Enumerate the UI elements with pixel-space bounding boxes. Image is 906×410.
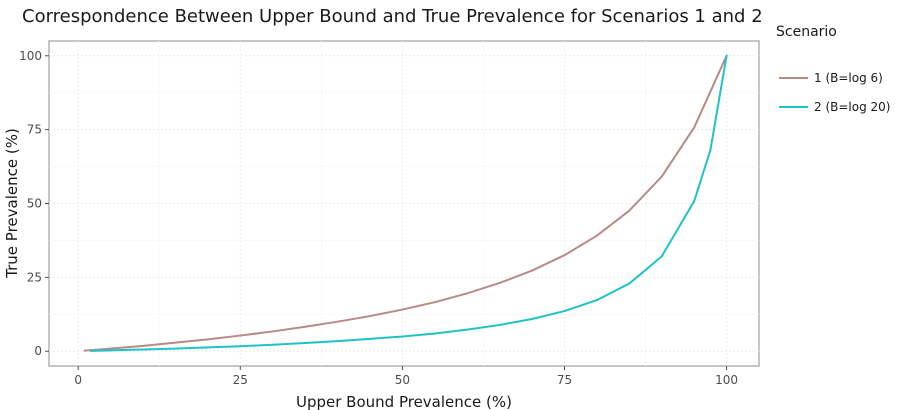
legend-label: 2 (B=log 20) xyxy=(814,100,890,114)
data-point xyxy=(206,338,209,341)
series-group xyxy=(83,54,728,352)
data-point xyxy=(433,301,436,304)
data-point xyxy=(595,299,598,302)
data-point xyxy=(433,332,436,335)
series-2 xyxy=(90,54,728,352)
y-axis-title: True Prevalence (%) xyxy=(3,128,21,279)
data-point xyxy=(628,209,631,212)
data-point xyxy=(90,349,93,352)
y-tick-label: 75 xyxy=(27,123,42,137)
x-axis: 0 25 50 75 100 xyxy=(74,366,738,387)
data-point xyxy=(709,149,712,152)
data-point xyxy=(271,343,274,346)
data-point xyxy=(563,254,566,257)
data-point xyxy=(563,310,566,313)
data-point xyxy=(660,255,663,258)
data-point xyxy=(239,345,242,348)
data-point xyxy=(368,315,371,318)
series-1 xyxy=(83,54,728,352)
data-point xyxy=(498,281,501,284)
data-point xyxy=(174,347,177,350)
data-point xyxy=(83,349,86,352)
data-point xyxy=(142,344,145,347)
data-point xyxy=(109,349,112,352)
y-tick-label: 25 xyxy=(27,270,42,284)
data-point xyxy=(531,269,534,272)
data-point xyxy=(239,334,242,337)
data-point xyxy=(336,340,339,343)
data-point xyxy=(336,320,339,323)
y-tick-label: 0 xyxy=(34,344,42,358)
plot-panel xyxy=(48,40,760,367)
series-line xyxy=(90,54,728,352)
legend-label: 1 (B=log 6) xyxy=(814,71,883,85)
data-point xyxy=(401,308,404,311)
legend-title: Scenario xyxy=(776,24,837,40)
data-point xyxy=(660,175,663,178)
data-point xyxy=(401,335,404,338)
data-point xyxy=(368,337,371,340)
chart-title: Correspondence Between Upper Bound and T… xyxy=(22,6,763,27)
data-point xyxy=(174,341,177,344)
data-point xyxy=(693,126,696,129)
y-tick-label: 50 xyxy=(27,197,42,211)
x-tick-label: 50 xyxy=(395,373,410,387)
y-tick-label: 100 xyxy=(19,49,42,63)
data-point xyxy=(304,341,307,344)
data-point xyxy=(109,347,112,350)
data-point xyxy=(498,323,501,326)
data-point xyxy=(206,346,209,349)
data-point xyxy=(595,234,598,237)
data-point xyxy=(304,325,307,328)
x-tick-label: 25 xyxy=(233,373,248,387)
x-tick-label: 100 xyxy=(715,373,738,387)
data-point xyxy=(142,348,145,351)
data-point xyxy=(628,282,631,285)
data-point xyxy=(531,318,534,321)
x-tick-label: 0 xyxy=(74,373,82,387)
x-tick-label: 75 xyxy=(557,373,572,387)
data-point xyxy=(693,200,696,203)
legend: Scenario 1 (B=log 6) 2 (B=log 20) xyxy=(776,24,890,114)
data-point xyxy=(725,54,728,57)
data-point xyxy=(466,328,469,331)
y-axis: 0 25 50 75 100 xyxy=(19,49,49,358)
x-axis-title: Upper Bound Prevalence (%) xyxy=(296,393,512,410)
data-point xyxy=(466,292,469,295)
data-point xyxy=(271,330,274,333)
